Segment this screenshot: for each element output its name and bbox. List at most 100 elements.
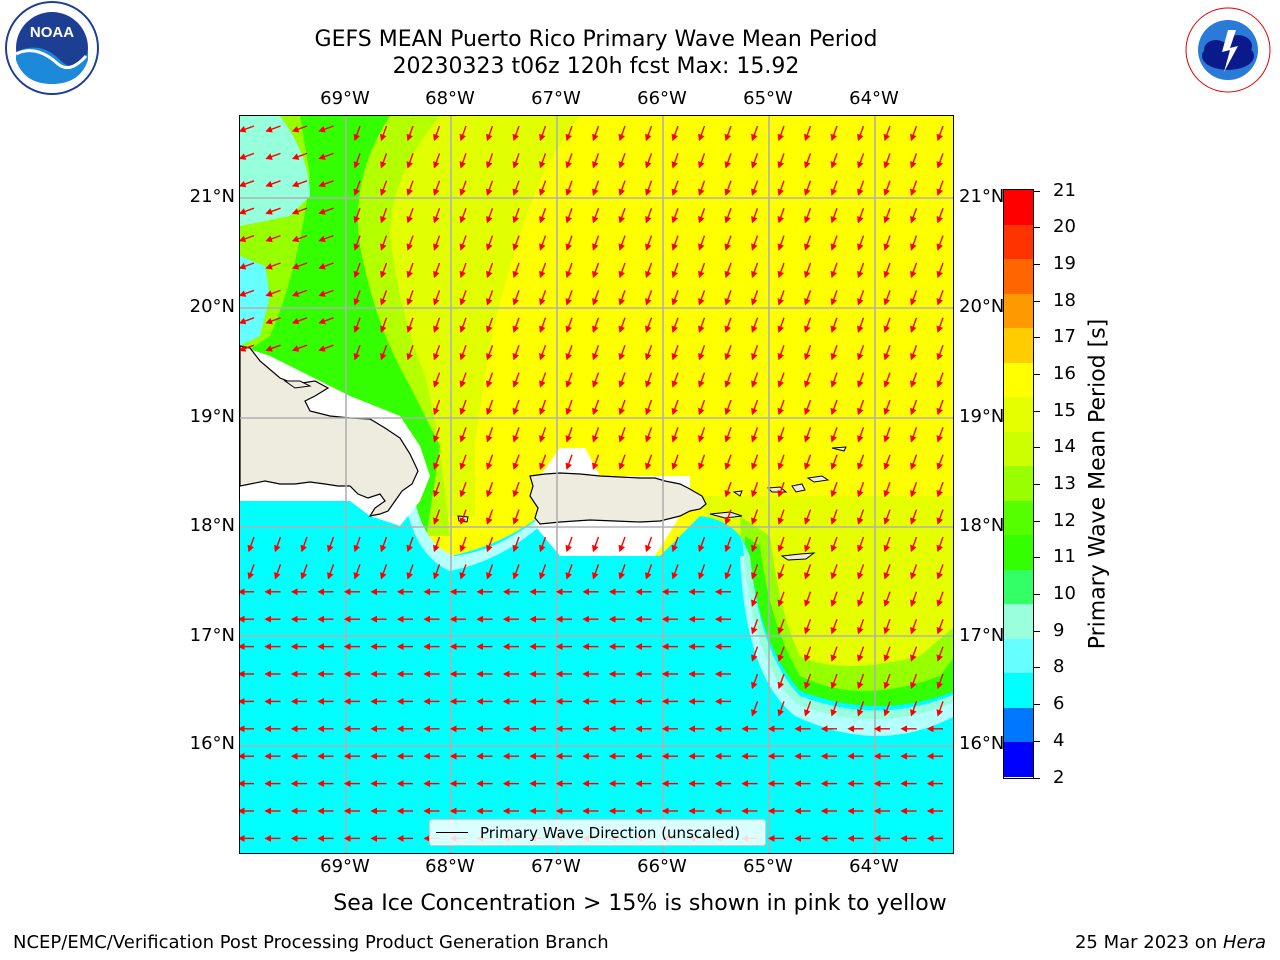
wave-arrow-head xyxy=(804,298,811,306)
wave-arrow-head xyxy=(618,544,625,553)
wave-arrow-head xyxy=(751,352,758,361)
wave-arrow-head xyxy=(265,345,273,352)
wave-arrow-head xyxy=(433,188,440,196)
wave-arrow-head xyxy=(353,133,360,142)
wave-arrow-head xyxy=(539,380,546,388)
colorbar-tick-mark xyxy=(1034,704,1040,706)
wave-arrow-head xyxy=(936,544,943,553)
wave-arrow-head xyxy=(318,126,326,133)
wave-arrow-head xyxy=(857,489,864,498)
wave-arrow-head xyxy=(459,352,466,361)
wave-arrow-head xyxy=(751,709,758,717)
lat-label-left: 19°N xyxy=(189,406,235,427)
colorbar-tick-label: 15 xyxy=(1053,399,1076,421)
wave-arrow-head xyxy=(883,572,890,580)
colorbar-segment xyxy=(1004,190,1033,226)
wave-arrow-head xyxy=(592,572,599,580)
wave-arrow-head xyxy=(449,615,457,623)
wave-arrow-head xyxy=(645,462,652,470)
wave-arrow-head xyxy=(804,270,811,279)
wave-arrow-head xyxy=(539,544,546,553)
wave-arrow-head xyxy=(830,352,837,361)
colorbar-tick-label: 13 xyxy=(1053,473,1076,494)
land-tortuga-island xyxy=(283,380,312,389)
wave-arrow-head xyxy=(265,208,273,215)
wave-arrow-head xyxy=(645,270,652,279)
wave-arrow-head xyxy=(582,752,589,760)
wave-arrow-head xyxy=(449,670,457,678)
wave-arrow-head xyxy=(565,270,572,279)
wave-arrow-head xyxy=(910,489,917,498)
wave-arrow-head xyxy=(476,670,483,678)
wave-arrow-head xyxy=(592,188,599,196)
wave-arrow-head xyxy=(847,834,854,842)
wave-arrow-head xyxy=(724,435,731,443)
wave-arrow-head xyxy=(910,161,917,169)
wave-arrow-head xyxy=(698,243,705,251)
wave-arrow-head xyxy=(317,643,324,651)
wave-arrow-head xyxy=(592,298,599,306)
wave-arrow-head xyxy=(265,153,273,160)
wave-arrow-head xyxy=(502,725,510,733)
footer-host: Hera xyxy=(1222,932,1266,953)
wave-arrow-head xyxy=(353,325,360,333)
colorbar-tick-mark xyxy=(1034,263,1040,265)
wave-arrow-head xyxy=(423,697,430,705)
wave-arrow-head xyxy=(857,243,864,251)
colorbar-tick-mark xyxy=(1034,520,1040,522)
wave-arrow-head xyxy=(936,654,943,662)
wave-arrow-head xyxy=(264,780,271,788)
wave-arrow-head xyxy=(502,752,510,760)
wave-arrow-head xyxy=(380,270,387,279)
lon-label-top: 66°W xyxy=(637,88,687,109)
wave-arrow-head xyxy=(804,325,811,333)
wave-arrow-head xyxy=(926,780,934,788)
wave-arrow-head xyxy=(724,133,731,142)
lat-label-right: 17°N xyxy=(959,625,1005,646)
wave-arrow-head xyxy=(671,325,678,333)
colorbar-tick-mark xyxy=(1034,373,1040,375)
wave-arrow-head xyxy=(883,352,890,361)
colorbar-tick-mark xyxy=(1034,227,1040,229)
wave-arrow-head xyxy=(318,180,326,188)
wave-arrow-head xyxy=(698,407,705,416)
wave-arrow-head xyxy=(618,161,625,169)
wave-arrow-head xyxy=(406,188,413,196)
wave-arrow-head xyxy=(936,489,943,498)
wave-arrow-head xyxy=(539,407,546,416)
wave-arrow-head xyxy=(290,780,298,788)
wave-arrow-head xyxy=(327,544,334,553)
wave-arrow-head xyxy=(459,489,466,498)
lat-label-right: 21°N xyxy=(959,186,1005,207)
wave-arrow-head xyxy=(318,153,326,160)
wave-arrow-head xyxy=(290,725,298,733)
colorbar-tick-mark xyxy=(1034,557,1040,559)
wave-arrow-head xyxy=(936,435,943,443)
wave-arrow-head xyxy=(318,208,326,215)
wave-arrow-head xyxy=(618,298,625,306)
wave-arrow-head xyxy=(318,290,326,297)
wave-arrow-head xyxy=(555,752,563,760)
wave-arrow-head xyxy=(370,643,377,651)
wave-arrow-head xyxy=(353,298,360,306)
wave-arrow-head xyxy=(370,834,377,842)
colorbar-tick-label: 4 xyxy=(1053,729,1065,751)
wave-arrow-head xyxy=(830,681,837,690)
wave-arrow-head xyxy=(926,725,934,733)
wave-arrow-head xyxy=(883,243,890,251)
wave-arrow-head xyxy=(698,380,705,388)
lat-label-right: 16°N xyxy=(959,733,1005,754)
colorbar-tick-label: 11 xyxy=(1053,546,1076,568)
wave-arrow-head xyxy=(370,588,377,596)
wave-arrow-head xyxy=(698,188,705,196)
wave-arrow-head xyxy=(830,489,837,498)
wave-arrow-head xyxy=(857,599,864,607)
wave-arrow-head xyxy=(512,133,519,142)
wave-arrow-head xyxy=(264,588,271,596)
wave-arrow-head xyxy=(486,380,493,388)
wave-arrow-head xyxy=(592,352,599,361)
wave-arrow-head xyxy=(883,435,890,443)
wave-arrow-head xyxy=(343,725,351,733)
colorbar-segment xyxy=(1004,707,1033,743)
wave-arrow-head xyxy=(645,544,652,553)
